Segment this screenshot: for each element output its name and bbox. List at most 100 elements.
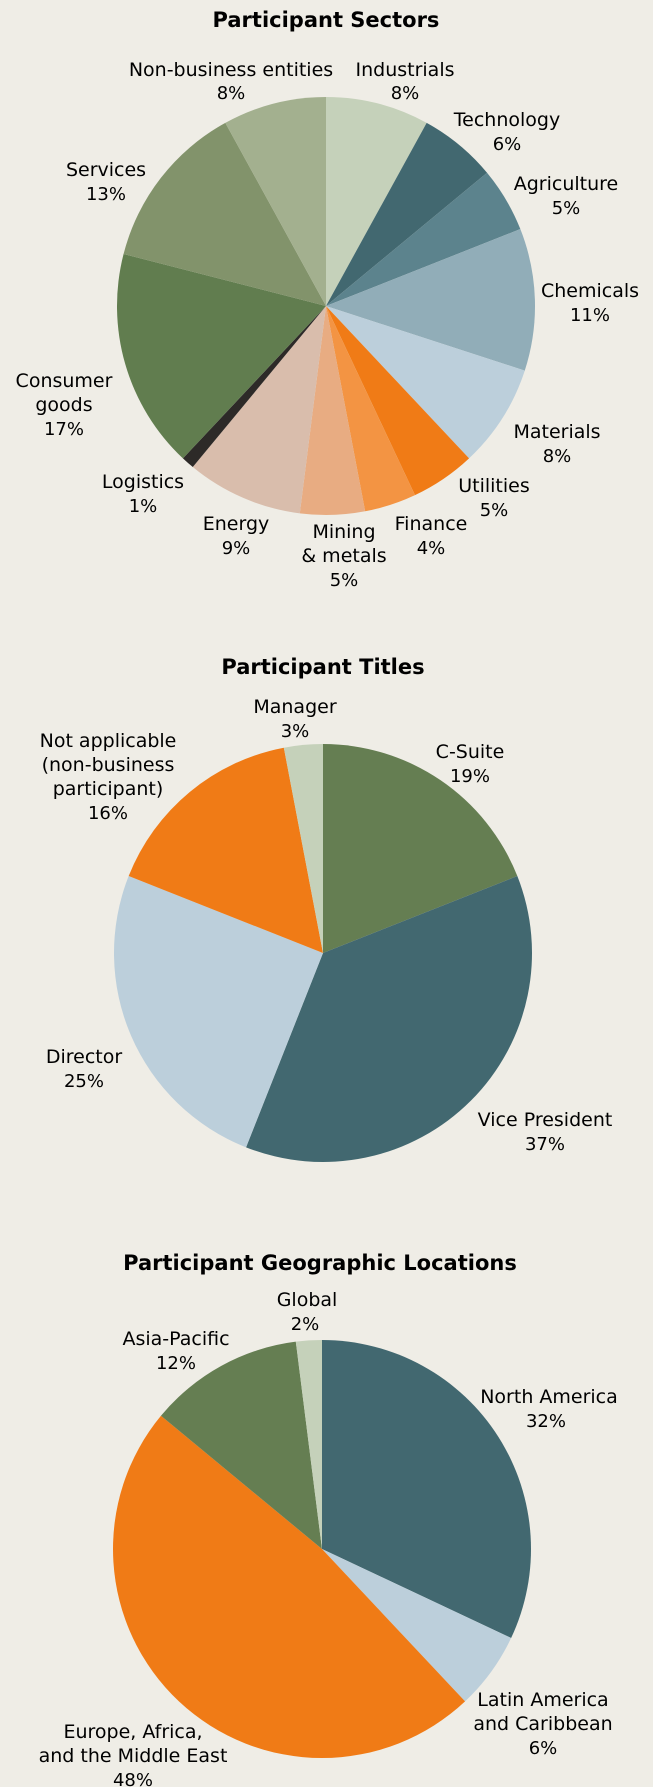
locations-chart-title: Participant Geographic Locations (123, 1251, 517, 1275)
slice-value: 5% (552, 198, 581, 219)
slice-value: 48% (113, 1770, 153, 1787)
slice-value: 2% (291, 1314, 320, 1335)
pie-slice-director (114, 876, 323, 1148)
slice-label-c-suite: C-Suite 19% (436, 741, 505, 787)
slice-label-north-america: North America 32% (480, 1386, 618, 1432)
slice-value: 4% (417, 538, 446, 559)
slice-value: 6% (493, 134, 522, 155)
slice-label-technology: Technology 6% (453, 109, 560, 155)
slice-label-text: Logistics (102, 471, 184, 493)
slice-value: 17% (44, 419, 84, 440)
slice-label-text: and Caribbean (473, 1713, 612, 1735)
slice-label-text: Chemicals (541, 280, 639, 302)
pie-slice-services (123, 122, 326, 307)
pie-slice-finance (326, 306, 415, 512)
slice-value: 5% (480, 500, 509, 521)
slice-value: 6% (529, 1738, 558, 1759)
slice-label-agriculture: Agriculture 5% (514, 173, 619, 219)
slice-value: 8% (543, 446, 572, 467)
locations-labels: North America 32% Latin America and Cari… (39, 1289, 618, 1787)
locations-pie (113, 1340, 532, 1758)
slice-label-text: & metals (301, 545, 386, 567)
pie-slice-agriculture (326, 172, 521, 306)
slice-label-text: Vice President (478, 1109, 613, 1131)
slice-label-text: Utilities (458, 475, 530, 497)
pie-slice-energy (192, 306, 326, 514)
slice-label-finance: Finance 4% (395, 513, 468, 559)
slice-label-latin-america: Latin America and Caribbean 6% (473, 1689, 612, 1759)
slice-label-services: Services 13% (66, 159, 146, 205)
slice-label-text: Services (66, 159, 146, 181)
slice-label-manager: Manager 3% (253, 696, 336, 742)
slice-label-text: Europe, Africa, (63, 1721, 202, 1743)
slice-label-director: Director 25% (46, 1046, 123, 1092)
slice-label-text: North America (480, 1386, 618, 1408)
pie-slice-not-applicable-non-business-participant (128, 747, 323, 953)
slice-label-vice-president: Vice President 37% (478, 1109, 613, 1155)
slice-value: 19% (450, 766, 490, 787)
pie-slice-latin-america-and-caribbean (322, 1549, 512, 1702)
slice-label-text: participant) (53, 778, 164, 800)
slice-label-text: Consumer (16, 370, 113, 392)
pie-slice-c-suite (323, 744, 518, 953)
slice-label-text: Director (46, 1046, 123, 1068)
pie-slice-utilities (326, 306, 470, 496)
titles-pie (114, 744, 533, 1162)
slice-value: 3% (281, 721, 310, 742)
slice-value: 13% (86, 184, 126, 205)
slice-label-logistics: Logistics 1% (102, 471, 184, 517)
sectors-pie-chart: Participant Sectors Industrials 8% Techn… (16, 8, 639, 591)
slice-value: 37% (525, 1134, 565, 1155)
slice-value: 1% (129, 496, 158, 517)
slice-label-emea: Europe, Africa, and the Middle East 48% (39, 1721, 228, 1787)
slice-label-text: Energy (203, 513, 270, 535)
titles-pie-chart: Participant Titles C-Suite 19% Vice Pres… (40, 655, 613, 1162)
slice-label-non-business: Non-business entities 8% (129, 59, 333, 104)
slice-label-utilities: Utilities 5% (458, 475, 530, 521)
pie-slice-asia-pacific (160, 1341, 322, 1549)
slice-label-text: Manager (253, 696, 336, 718)
slice-value: 9% (222, 538, 251, 559)
slice-value: 8% (217, 83, 246, 104)
slice-label-chemicals: Chemicals 11% (541, 280, 639, 326)
slice-label-text: (non-business (42, 754, 175, 776)
slice-label-materials: Materials 8% (513, 421, 600, 467)
locations-pie-chart: Participant Geographic Locations North A… (39, 1251, 618, 1787)
pie-slice-global (295, 1340, 322, 1549)
slice-value: 32% (526, 1411, 566, 1432)
slice-label-text: Agriculture (514, 173, 619, 195)
pie-slice-north-america (322, 1340, 532, 1638)
slice-label-text: Finance (395, 513, 468, 535)
slice-label-text: Industrials (355, 59, 454, 81)
slice-label-text: Asia-Pacific (122, 1328, 229, 1350)
pie-slice-vice-president (246, 876, 533, 1162)
slice-label-text: Technology (453, 109, 560, 131)
slice-label-text: Non-business entities (129, 59, 333, 81)
pie-slice-europe-africa-and-the-middle-east (113, 1415, 466, 1758)
slice-value: 11% (570, 305, 610, 326)
pie-slice-manager (283, 744, 323, 953)
slice-label-text: C-Suite (436, 741, 505, 763)
sectors-pie (117, 97, 535, 516)
slice-label-text: goods (35, 394, 92, 416)
slice-label-text: and the Middle East (39, 1745, 228, 1767)
pie-slice-logistics (182, 306, 326, 468)
slice-label-text: Not applicable (40, 730, 177, 752)
slice-label-energy: Energy 9% (203, 513, 270, 559)
slice-value: 16% (88, 803, 128, 824)
pie-slice-technology (326, 122, 488, 307)
slice-value: 12% (156, 1353, 196, 1374)
slice-label-mining-metals: Mining & metals 5% (301, 521, 386, 591)
slice-label-consumer-goods: Consumer goods 17% (16, 370, 113, 440)
sectors-labels: Industrials 8% Technology 6% Agriculture… (16, 59, 639, 591)
titles-chart-title: Participant Titles (221, 655, 424, 679)
pie-slice-mining-metals (299, 306, 366, 516)
pie-slice-chemicals (326, 229, 535, 371)
slice-label-asia-pacific: Asia-Pacific 12% (122, 1328, 229, 1374)
slice-label-text: Materials (513, 421, 600, 443)
slice-value: 5% (330, 570, 359, 591)
slice-label-text: Latin America (477, 1689, 608, 1711)
slice-label-industrials: Industrials 8% (355, 59, 454, 104)
slice-value: 25% (64, 1071, 104, 1092)
